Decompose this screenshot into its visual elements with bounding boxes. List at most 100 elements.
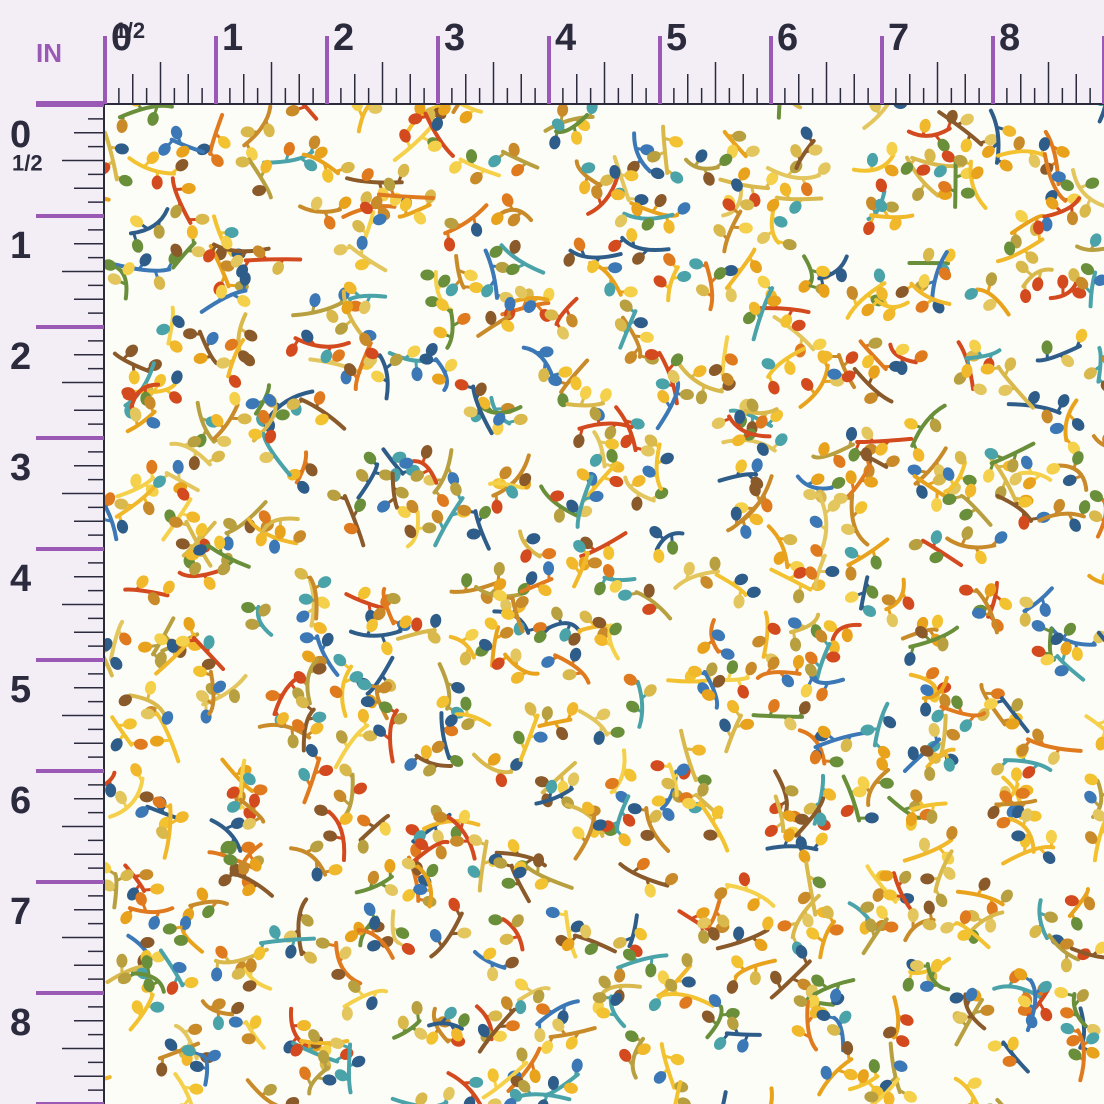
stem [105,501,119,542]
bud [237,413,252,425]
stem [565,401,605,408]
stem [954,997,985,1047]
bud [681,953,693,968]
bud [677,1097,691,1104]
bud [904,418,918,430]
stem [811,442,856,460]
stem [433,496,465,548]
stem [405,509,421,549]
bud [600,388,612,402]
stem [921,675,949,701]
stem [197,329,219,366]
stem [445,308,455,350]
bud [973,383,987,396]
bud [141,955,153,970]
bud [644,684,657,697]
bud [701,689,716,701]
bud [809,515,823,528]
stem [630,1036,646,1080]
bud [244,329,258,342]
bud [618,589,632,601]
bud [339,812,353,825]
bud [1075,328,1088,343]
stem [964,348,1002,361]
bud [1060,1007,1074,1019]
bud [537,1099,549,1104]
bud [800,126,813,140]
bud [139,869,154,881]
bud [538,368,550,383]
bud [263,123,275,138]
bud [889,217,902,231]
bud [162,923,177,935]
bud [625,1030,639,1043]
bud [357,679,372,691]
bud [357,814,371,827]
left-ruler-label: 0 [10,114,31,156]
bud [1064,895,1079,907]
bud [815,832,828,846]
bud [552,1018,565,1032]
bud [445,283,459,297]
stem [765,166,821,181]
stem [199,288,248,314]
stem [171,241,197,270]
bud [978,877,991,891]
bud [395,486,409,499]
bud [105,783,117,798]
bud [335,322,348,335]
stem [975,287,1011,317]
bud [919,745,934,757]
stem [471,384,494,436]
bud [410,470,425,482]
bud [636,857,650,871]
stem [772,315,816,352]
bud [727,1016,739,1031]
bud [1015,260,1029,274]
bud [670,353,684,367]
stem [715,928,770,951]
bud [1018,496,1033,508]
bud [158,142,171,156]
bud [570,376,582,391]
bud [170,204,182,219]
bud [318,1049,330,1064]
bud [339,946,352,960]
stem [108,619,125,662]
bud [404,524,417,539]
bud [463,1096,476,1104]
bud [630,418,645,430]
bud [802,913,814,928]
bud [757,231,771,244]
bud [227,800,241,813]
stem [305,657,319,706]
bud [478,505,492,519]
bud [458,809,471,824]
bud [1086,1032,1100,1045]
stem [377,353,390,401]
stem [344,592,385,611]
stem [751,286,775,342]
stem [910,801,948,812]
bud [844,591,859,603]
stem [301,152,340,176]
bud [405,824,420,836]
stem [516,986,551,1003]
bud [556,726,569,741]
bud [248,793,260,808]
bud [414,105,426,116]
bud [902,596,915,610]
stem [1048,279,1079,301]
bud [845,470,857,485]
bud [286,398,301,410]
bud [189,562,202,576]
bud [243,772,256,786]
bud [581,162,596,174]
bud [605,438,620,450]
bud [447,472,460,486]
bud [641,217,655,231]
bud [791,319,806,332]
bud [401,943,416,955]
stem [1096,345,1103,384]
bud [139,791,154,803]
